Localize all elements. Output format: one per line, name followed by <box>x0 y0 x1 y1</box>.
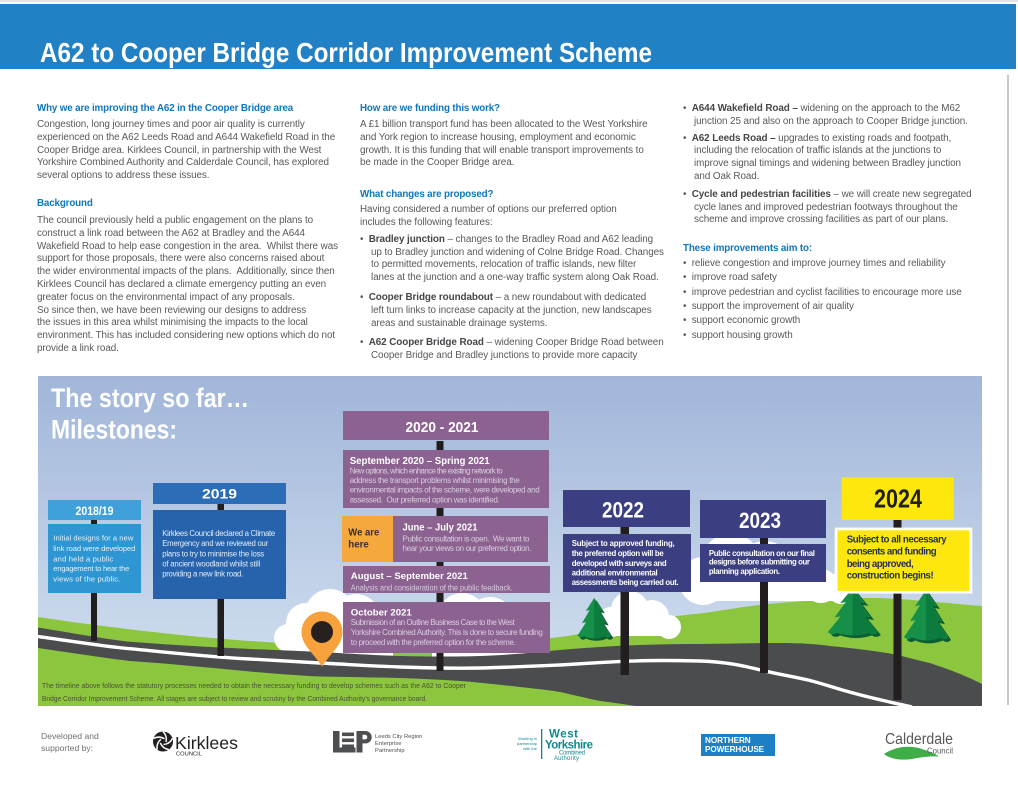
svg-text:here: here <box>348 540 369 551</box>
svg-text:Milestones:: Milestones: <box>51 415 177 445</box>
svg-text:assessed. Our preferred optio: assessed. Our preferred option was ident… <box>350 496 500 505</box>
svg-text:2022: 2022 <box>602 498 644 523</box>
svg-text:Analysis and consideration of: Analysis and consideration of the public… <box>351 583 513 592</box>
svg-text:being approved,: being approved, <box>847 559 914 570</box>
svg-text:Bridge Corridor Improvement Sc: Bridge Corridor Improvement Scheme. All … <box>42 694 427 703</box>
svg-text:Calderdale: Calderdale <box>885 731 953 748</box>
svg-text:Combined: Combined <box>559 751 585 757</box>
svg-text:2019: 2019 <box>202 486 237 502</box>
svg-text:to proceed with the preferred: to proceed with the preferred option for… <box>351 638 516 647</box>
svg-text:developed with surveys and: developed with surveys and <box>572 559 667 568</box>
svg-text:Yorkshire Combined Authority.: Yorkshire Combined Authority. This is do… <box>351 628 543 637</box>
svg-text:consents and funding: consents and funding <box>847 546 937 557</box>
svg-text:the preferred option will be: the preferred option will be <box>572 549 665 558</box>
svg-text:providing a new link road.: providing a new link road. <box>162 570 243 579</box>
svg-text:2020 - 2021: 2020 - 2021 <box>406 419 479 436</box>
svg-text:address the transport problems: address the transport problems whilst mi… <box>350 476 521 485</box>
svg-text:construction begins!: construction begins! <box>847 571 934 582</box>
svg-text:partnership: partnership <box>517 741 538 746</box>
svg-text:designs before submitting our: designs before submitting our <box>709 558 810 567</box>
svg-text:plans to try to minimise the l: plans to try to minimise the loss <box>162 549 264 558</box>
svg-text:West: West <box>549 729 578 741</box>
svg-text:planning application.: planning application. <box>709 567 780 576</box>
svg-text:Submission of an Outline Busin: Submission of an Outline Business Case t… <box>351 618 516 627</box>
svg-text:2018/19: 2018/19 <box>76 506 114 518</box>
svg-text:Working in: Working in <box>518 736 537 741</box>
svg-text:hear your views on our preferr: hear your views on our preferred option. <box>403 544 532 553</box>
svg-text:assessments being carried out.: assessments being carried out. <box>572 578 679 587</box>
svg-text:We are: We are <box>348 527 379 538</box>
svg-text:2024: 2024 <box>874 484 922 514</box>
svg-text:Authority: Authority <box>554 756 579 762</box>
svg-text:COUNCIL: COUNCIL <box>176 752 202 758</box>
svg-text:Initial designs for a new: Initial designs for a new <box>53 534 134 543</box>
svg-text:October 2021: October 2021 <box>351 607 413 618</box>
svg-text:views of the public.: views of the public. <box>53 574 120 583</box>
svg-text:Leeds City Region: Leeds City Region <box>375 734 422 740</box>
svg-text:September 2020 – Spring 2021: September 2020 – Spring 2021 <box>350 456 490 467</box>
svg-text:The story so far…: The story so far… <box>51 383 249 413</box>
svg-text:Subject to approved funding,: Subject to approved funding, <box>572 539 675 548</box>
svg-text:Kirklees: Kirklees <box>175 733 238 753</box>
svg-text:August – September 2021: August – September 2021 <box>351 571 469 582</box>
svg-text:Partnership: Partnership <box>375 748 405 754</box>
svg-text:Council: Council <box>927 746 953 756</box>
svg-text:Subject to all necessary: Subject to all necessary <box>847 535 948 546</box>
svg-text:Public consultation is open.: Public consultation is open. We want to <box>403 535 531 544</box>
svg-text:Yorkshire: Yorkshire <box>545 740 593 752</box>
svg-text:environmental impacts of the s: environmental impacts of the scheme, wer… <box>350 486 540 495</box>
svg-text:additional environmental: additional environmental <box>572 568 658 577</box>
svg-text:Emergency and we reviewed our: Emergency and we reviewed our <box>162 539 268 548</box>
svg-text:The timeline above follows the: The timeline above follows the statutory… <box>42 681 466 690</box>
svg-text:and held a public: and held a public <box>53 554 113 563</box>
svg-text:Enterprise: Enterprise <box>375 741 401 747</box>
svg-text:New options, which enhance the: New options, which enhance the existing … <box>350 466 504 475</box>
svg-text:of ancient woodland whilst sti: of ancient woodland whilst still <box>162 559 260 568</box>
svg-text:June – July 2021: June – July 2021 <box>403 522 478 533</box>
svg-text:Public consultation on our fin: Public consultation on our final <box>709 549 815 558</box>
svg-text:A62 to Cooper Bridge Corridor: A62 to Cooper Bridge Corridor Improvemen… <box>40 37 652 68</box>
svg-text:link road were developed: link road were developed <box>53 544 135 553</box>
svg-text:2023: 2023 <box>739 508 781 533</box>
svg-text:Kirklees Council declared a Cl: Kirklees Council declared a Climate <box>162 529 275 538</box>
svg-text:with the: with the <box>523 746 538 751</box>
svg-text:engagement to hear the: engagement to hear the <box>53 564 129 573</box>
